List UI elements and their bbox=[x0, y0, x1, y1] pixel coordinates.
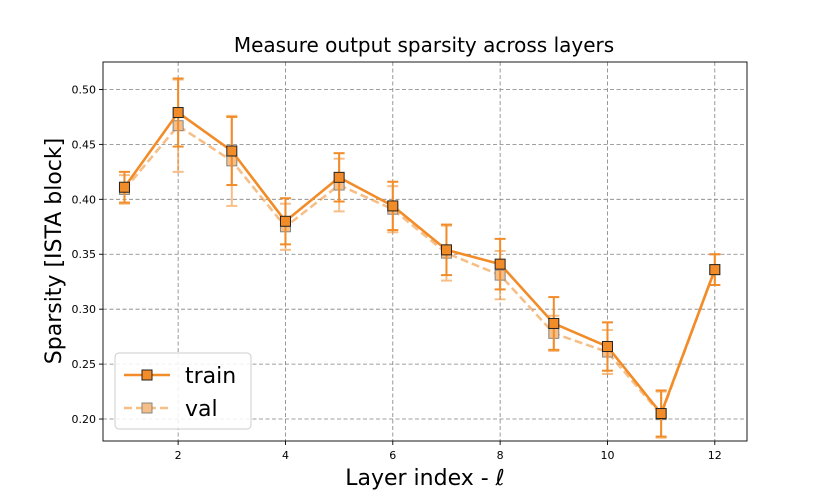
chart-title: Measure output sparsity across layers bbox=[234, 33, 614, 57]
x-tick-label: 2 bbox=[175, 449, 182, 462]
y-tick-label: 0.45 bbox=[72, 138, 97, 151]
legend-label-train: train bbox=[185, 364, 236, 389]
line-val bbox=[123, 124, 717, 416]
marker-train bbox=[548, 317, 560, 329]
series-train bbox=[118, 77, 721, 438]
x-tick-label: 12 bbox=[708, 449, 722, 462]
legend-swatch-val bbox=[124, 402, 170, 414]
axis-ticks: 2 4 6 8 10 12 0.20 0.25 0.30 0.35 0.40 0.45 0.50 bbox=[72, 83, 722, 462]
axes-frame bbox=[102, 61, 748, 442]
marker-train bbox=[387, 200, 399, 212]
marker-train bbox=[440, 244, 452, 256]
x-axis-label: Layer index - ℓ bbox=[345, 466, 505, 491]
marker-train bbox=[655, 408, 667, 420]
y-tick-label: 0.35 bbox=[72, 248, 97, 261]
x-tick-label: 6 bbox=[389, 449, 396, 462]
y-tick-label: 0.30 bbox=[72, 303, 97, 316]
marker-train bbox=[601, 341, 613, 353]
y-tick-label: 0.50 bbox=[72, 83, 97, 96]
y-axis-label: Sparsity [ISTA block] bbox=[42, 138, 67, 364]
y-tick-label: 0.40 bbox=[72, 193, 97, 206]
marker-train bbox=[279, 215, 291, 227]
y-tick-label: 0.20 bbox=[72, 413, 97, 426]
marker-train bbox=[226, 145, 238, 157]
x-tick-label: 10 bbox=[600, 449, 614, 462]
legend: train val bbox=[114, 352, 252, 430]
marker-train bbox=[172, 107, 184, 119]
marker-train bbox=[494, 258, 506, 270]
x-tick-label: 4 bbox=[282, 449, 289, 462]
line-train bbox=[123, 111, 717, 415]
legend-label-val: val bbox=[185, 397, 218, 422]
marker-train bbox=[333, 171, 345, 183]
plot-area bbox=[118, 77, 721, 439]
x-tick-label: 8 bbox=[497, 449, 504, 462]
y-tick-label: 0.25 bbox=[72, 358, 97, 371]
marker-train bbox=[709, 264, 721, 276]
legend-swatch-train bbox=[124, 369, 170, 381]
marker-train bbox=[118, 181, 130, 193]
